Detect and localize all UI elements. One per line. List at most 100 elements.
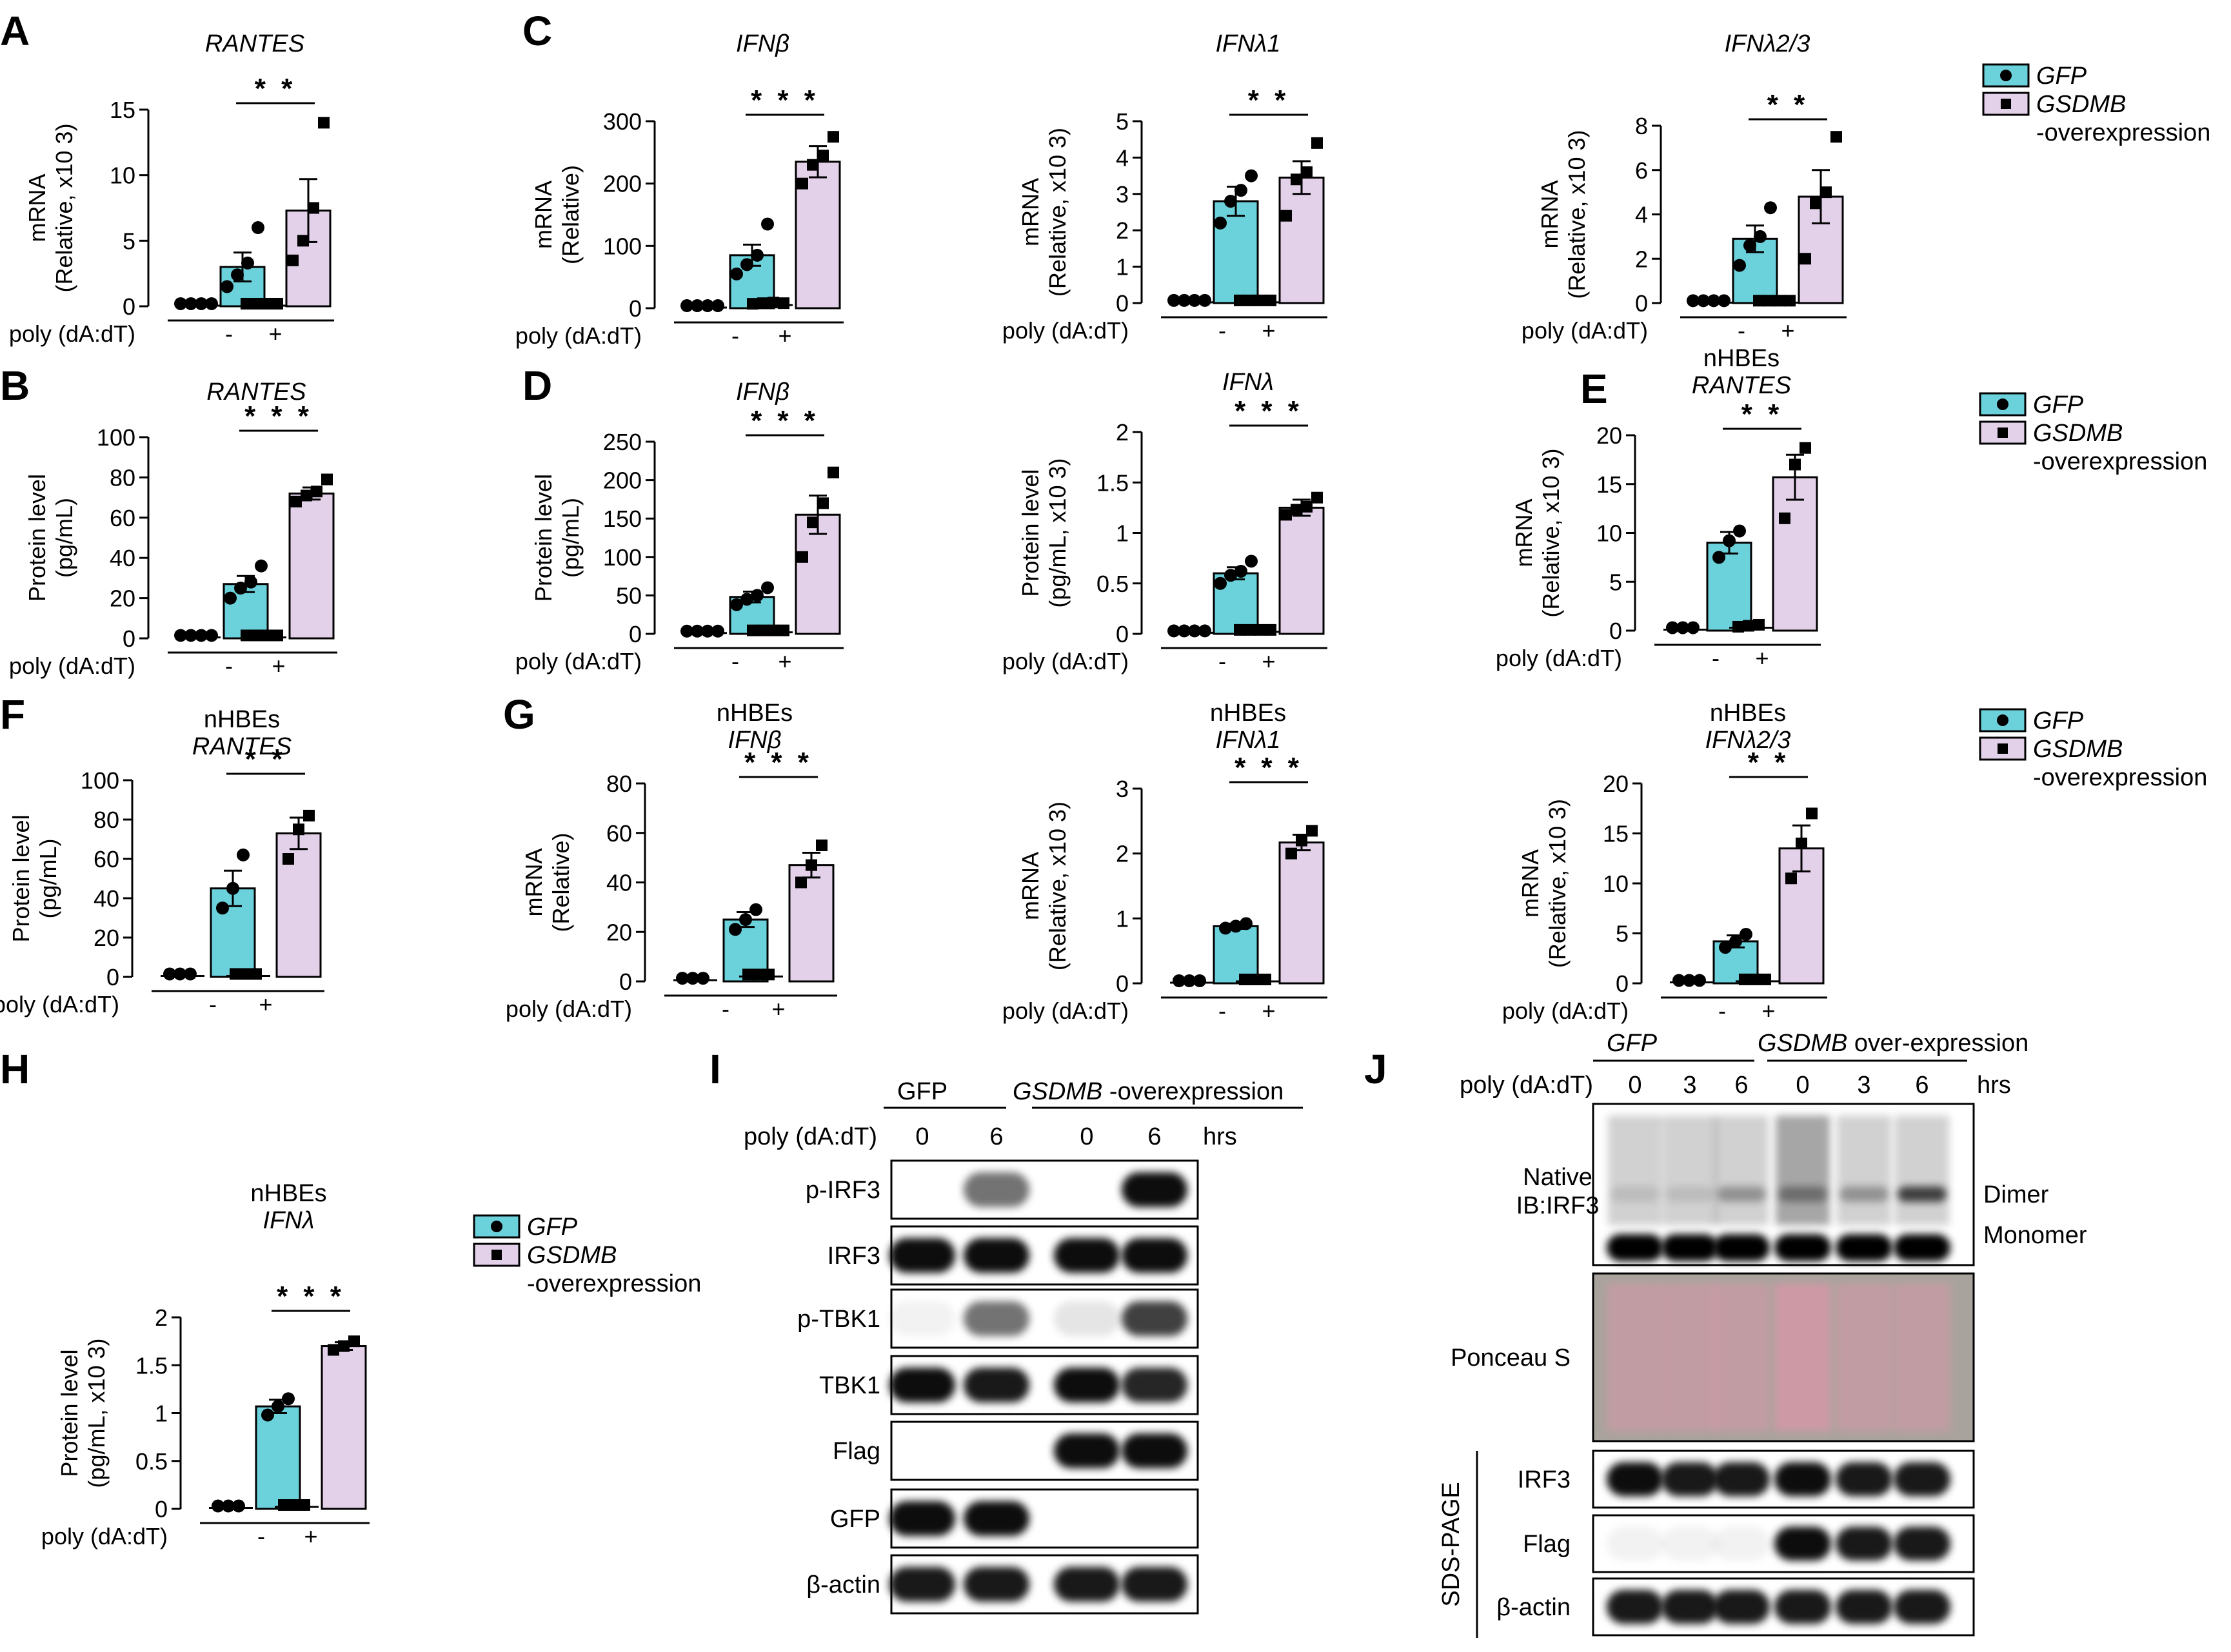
y-tick-label: 0 [106, 964, 119, 990]
data-point-gsdmb [828, 131, 839, 143]
y-tick-label: 50 [616, 582, 642, 609]
panel-label-j: J [1364, 1046, 1387, 1092]
data-point-gsdmb [778, 297, 789, 310]
data-point-gsdmb [299, 1499, 310, 1511]
y-tick-label: 40 [606, 870, 632, 896]
data-point-gsdmb [1789, 458, 1801, 471]
y-tick-label: 1 [1116, 520, 1129, 547]
data-point-gsdmb [1753, 618, 1765, 631]
lane-time: 0 [1628, 1072, 1641, 1099]
y-tick-label: 0 [1616, 970, 1629, 997]
category-label-minus: - [722, 996, 729, 1022]
legend-marker-gfp [491, 1221, 502, 1232]
data-point-gsdmb [828, 466, 839, 478]
y-axis-label-unit: (pg/mL) [557, 498, 584, 578]
blot-band [1611, 1186, 1660, 1202]
y-axis-label-unit: (pg/mL) [51, 498, 77, 578]
y-axis-label: Protein level [8, 814, 34, 942]
category-label-plus: + [304, 1523, 317, 1549]
y-axis-label-unit: (Relative, x10 3) [1538, 448, 1564, 617]
data-point-gsdmb [807, 516, 818, 529]
y-axis-label: Protein level [1017, 469, 1044, 596]
blot-band [1774, 1589, 1831, 1624]
data-point-gsdmb [757, 624, 769, 636]
bar-gsdmb-plus [1278, 841, 1325, 985]
poly-label: poly (dA:dT) [515, 648, 642, 674]
data-point-gfp [1683, 974, 1696, 987]
data-point-gfp [1173, 974, 1185, 987]
data-point-gsdmb [1301, 500, 1313, 513]
data-point-gsdmb [1732, 620, 1744, 633]
data-point-gfp [1178, 624, 1191, 638]
data-point-gsdmb [318, 117, 330, 129]
y-tick-label: 2 [1635, 246, 1648, 272]
data-point-gfp [1214, 576, 1227, 590]
poly-label: poly (dA:dT) [1002, 998, 1129, 1024]
chart-title: IFNλ1 [1215, 30, 1280, 57]
data-point-gsdmb [1800, 442, 1811, 454]
blot-band [1607, 1234, 1663, 1261]
blot-band [1661, 1234, 1718, 1261]
blot-band [1665, 1186, 1714, 1202]
y-axis-label-unit: (Relative) [557, 165, 584, 264]
poly-label: poly (dA:dT) [506, 996, 632, 1022]
blot-row: Flag [833, 1421, 1199, 1481]
y-tick-label: 8 [1635, 113, 1648, 139]
blot-band [1661, 1589, 1718, 1624]
legend-label-gsdmb: GSDMB [2033, 420, 2123, 447]
y-tick-label: 3 [1116, 776, 1129, 802]
data-point-gsdmb [1784, 295, 1796, 307]
group-label-gfp: GFP [1607, 1030, 1658, 1057]
significance-stars: * * * [244, 400, 313, 432]
y-axis-label: mRNA [1017, 852, 1044, 920]
data-point-gsdmb [807, 159, 818, 171]
data-point-gfp [711, 299, 724, 313]
legend-marker-gsdmb [1998, 428, 2008, 438]
y-tick-label: 5 [123, 228, 135, 254]
blot-band [1836, 1462, 1892, 1497]
chart-C2: IFNλ1 0 1 2 3 4 5 mRNA (Relative, x10 3) * * - + pol… [1002, 30, 1327, 344]
poly-label: poly (dA:dT) [1002, 648, 1129, 674]
y-tick-label: 0 [1116, 290, 1129, 317]
panel-label-F: F [0, 691, 25, 738]
data-point-gsdmb [1265, 294, 1276, 306]
blot-band [889, 1301, 955, 1336]
poly-label: poly (dA:dT) [1502, 998, 1629, 1024]
blot-band [1054, 1567, 1120, 1602]
blot-band [1713, 1589, 1770, 1624]
data-point-gfp [1234, 184, 1247, 197]
data-point-gsdmb [1265, 624, 1276, 636]
lane-time: 6 [1915, 1072, 1929, 1099]
data-point-gsdmb [1244, 624, 1256, 636]
y-axis-label-unit: (Relative, x10 3) [1044, 801, 1071, 970]
category-label-plus: + [259, 991, 272, 1018]
legend-label-suffix: -overexpression [2033, 764, 2207, 791]
data-point-gsdmb [1785, 872, 1797, 885]
y-axis-label-unit: (Relative, x10 3) [1544, 799, 1571, 968]
y-tick-label: 0 [1635, 290, 1648, 317]
data-point-gfp [1719, 941, 1732, 954]
y-tick-label: 0.5 [135, 1448, 168, 1475]
data-point-gsdmb [1779, 512, 1790, 524]
data-point-gfp [739, 913, 752, 927]
sds-label: SDS-PAGE [1438, 1482, 1465, 1607]
data-point-gfp [1183, 974, 1196, 987]
blot-band [1607, 1462, 1663, 1497]
data-point-gsdmb [1254, 294, 1266, 306]
data-point-gfp [1229, 919, 1242, 933]
legend-marker-gfp [1997, 398, 2008, 410]
blot-band [1836, 1526, 1892, 1561]
data-point-gfp [1764, 201, 1777, 215]
blot-row-label: Flag [833, 1438, 880, 1465]
data-point-gsdmb [1810, 197, 1821, 210]
panel-label-E: E [1580, 366, 1608, 412]
data-point-gfp [729, 923, 742, 936]
native-smear [1714, 1116, 1769, 1225]
data-point-gfp [212, 1499, 224, 1513]
data-point-gsdmb [1301, 166, 1313, 178]
data-point-gsdmb [290, 495, 302, 507]
